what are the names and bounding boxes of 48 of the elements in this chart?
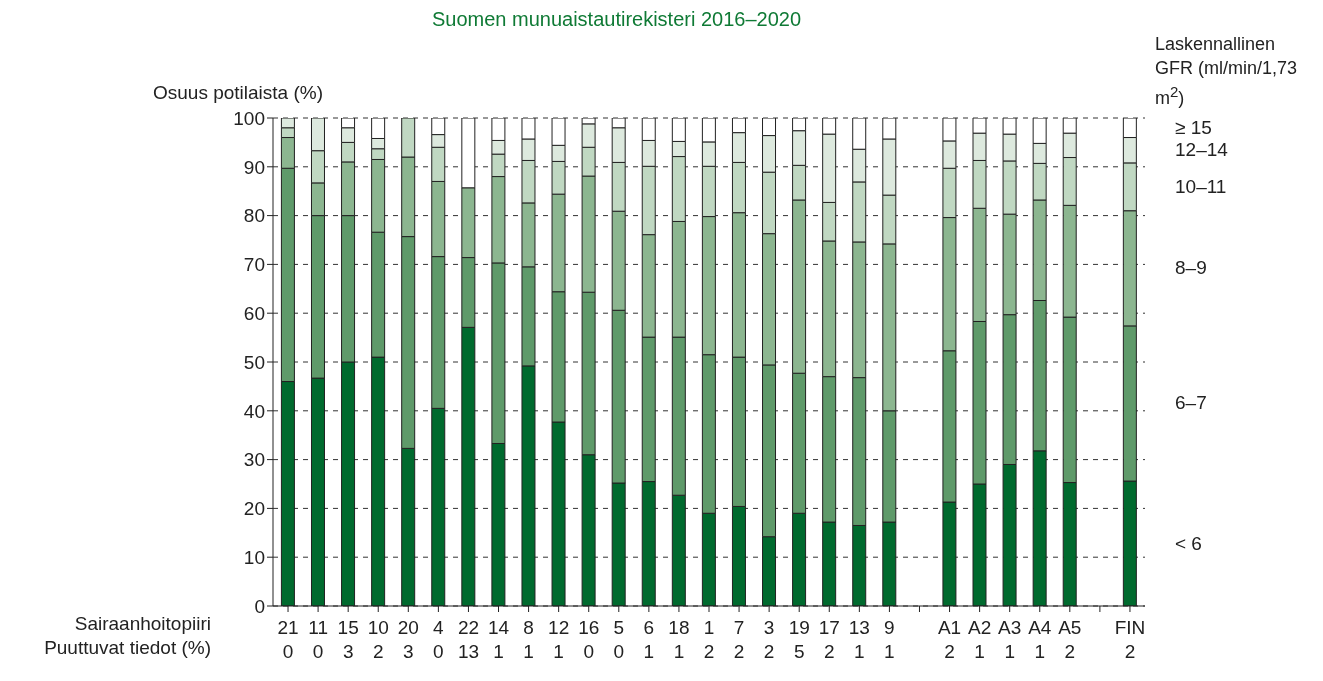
- x-tick-label: 5 0: [613, 617, 625, 662]
- y-axis-title: Osuus potilaista (%): [153, 82, 324, 104]
- text: 12–14: [1175, 138, 1228, 163]
- y-tick-label: 10: [243, 546, 265, 568]
- text: ≥ 15: [1175, 115, 1212, 140]
- x-tick-label: 13 1: [848, 617, 870, 662]
- x-tick-label: 1 2: [703, 617, 715, 662]
- text: < 6: [1175, 531, 1202, 556]
- x-tick-label: 6 1: [643, 617, 655, 662]
- x-tick-label: 8 1: [523, 617, 534, 662]
- y-tick-label: 100: [233, 107, 265, 129]
- x-axis-title: Sairaanhoitopiiri Puuttuvat tiedot (%): [43, 612, 211, 660]
- y-tick-label: 80: [243, 205, 265, 227]
- x-tick-label: 20 3: [397, 617, 419, 662]
- y-tick-label: 40: [243, 400, 265, 422]
- x-tick-label: 16 0: [578, 617, 600, 662]
- legend-title: Laskennallinen GFR (ml/min/1,73 m$^{2}$): [1155, 33, 1299, 110]
- text: 10–11: [1175, 174, 1227, 199]
- x-tick-label: 12 1: [548, 617, 570, 662]
- y-tick-label: 30: [243, 449, 265, 471]
- y-tick-label: 50: [243, 351, 265, 373]
- text: 8–9: [1175, 256, 1207, 281]
- y-tick-label: 70: [243, 254, 265, 276]
- x-tick-label: 18 1: [668, 617, 690, 662]
- x-tick-label: 9 1: [884, 617, 895, 662]
- x-tick-label: A2 1: [968, 617, 992, 662]
- x-tick-label: A4 1: [1028, 617, 1052, 662]
- x-tick-label: A1 2: [937, 617, 962, 662]
- x-tick-label: 11 0: [308, 617, 328, 662]
- y-tick-label: 90: [243, 156, 265, 178]
- y-tick-label: 20: [243, 498, 265, 520]
- x-tick-label: A5 2: [1058, 617, 1082, 662]
- x-tick-label: 7 2: [733, 617, 745, 662]
- x-tick-label: 17 2: [818, 617, 840, 662]
- x-tick-label: 3 2: [763, 617, 775, 662]
- x-tick-label: 19 5: [788, 617, 810, 662]
- y-tick-label: 60: [243, 302, 265, 324]
- x-tick-label: 14 1: [487, 617, 510, 662]
- x-tick-label: FIN 2: [1114, 617, 1146, 662]
- x-tick-label: 15 3: [337, 617, 359, 662]
- chart-title: Suomen munuaistautirekisteri 2016–2020: [430, 8, 803, 31]
- x-tick-label: 21 0: [277, 617, 299, 662]
- y-tick-label: 0: [254, 595, 265, 617]
- x-tick-label: 22 13: [457, 617, 480, 662]
- x-tick-label: 4 0: [433, 617, 445, 662]
- x-tick-label: A3 1: [998, 617, 1022, 662]
- text: 6–7: [1175, 391, 1207, 416]
- x-tick-label: 10 2: [367, 617, 389, 662]
